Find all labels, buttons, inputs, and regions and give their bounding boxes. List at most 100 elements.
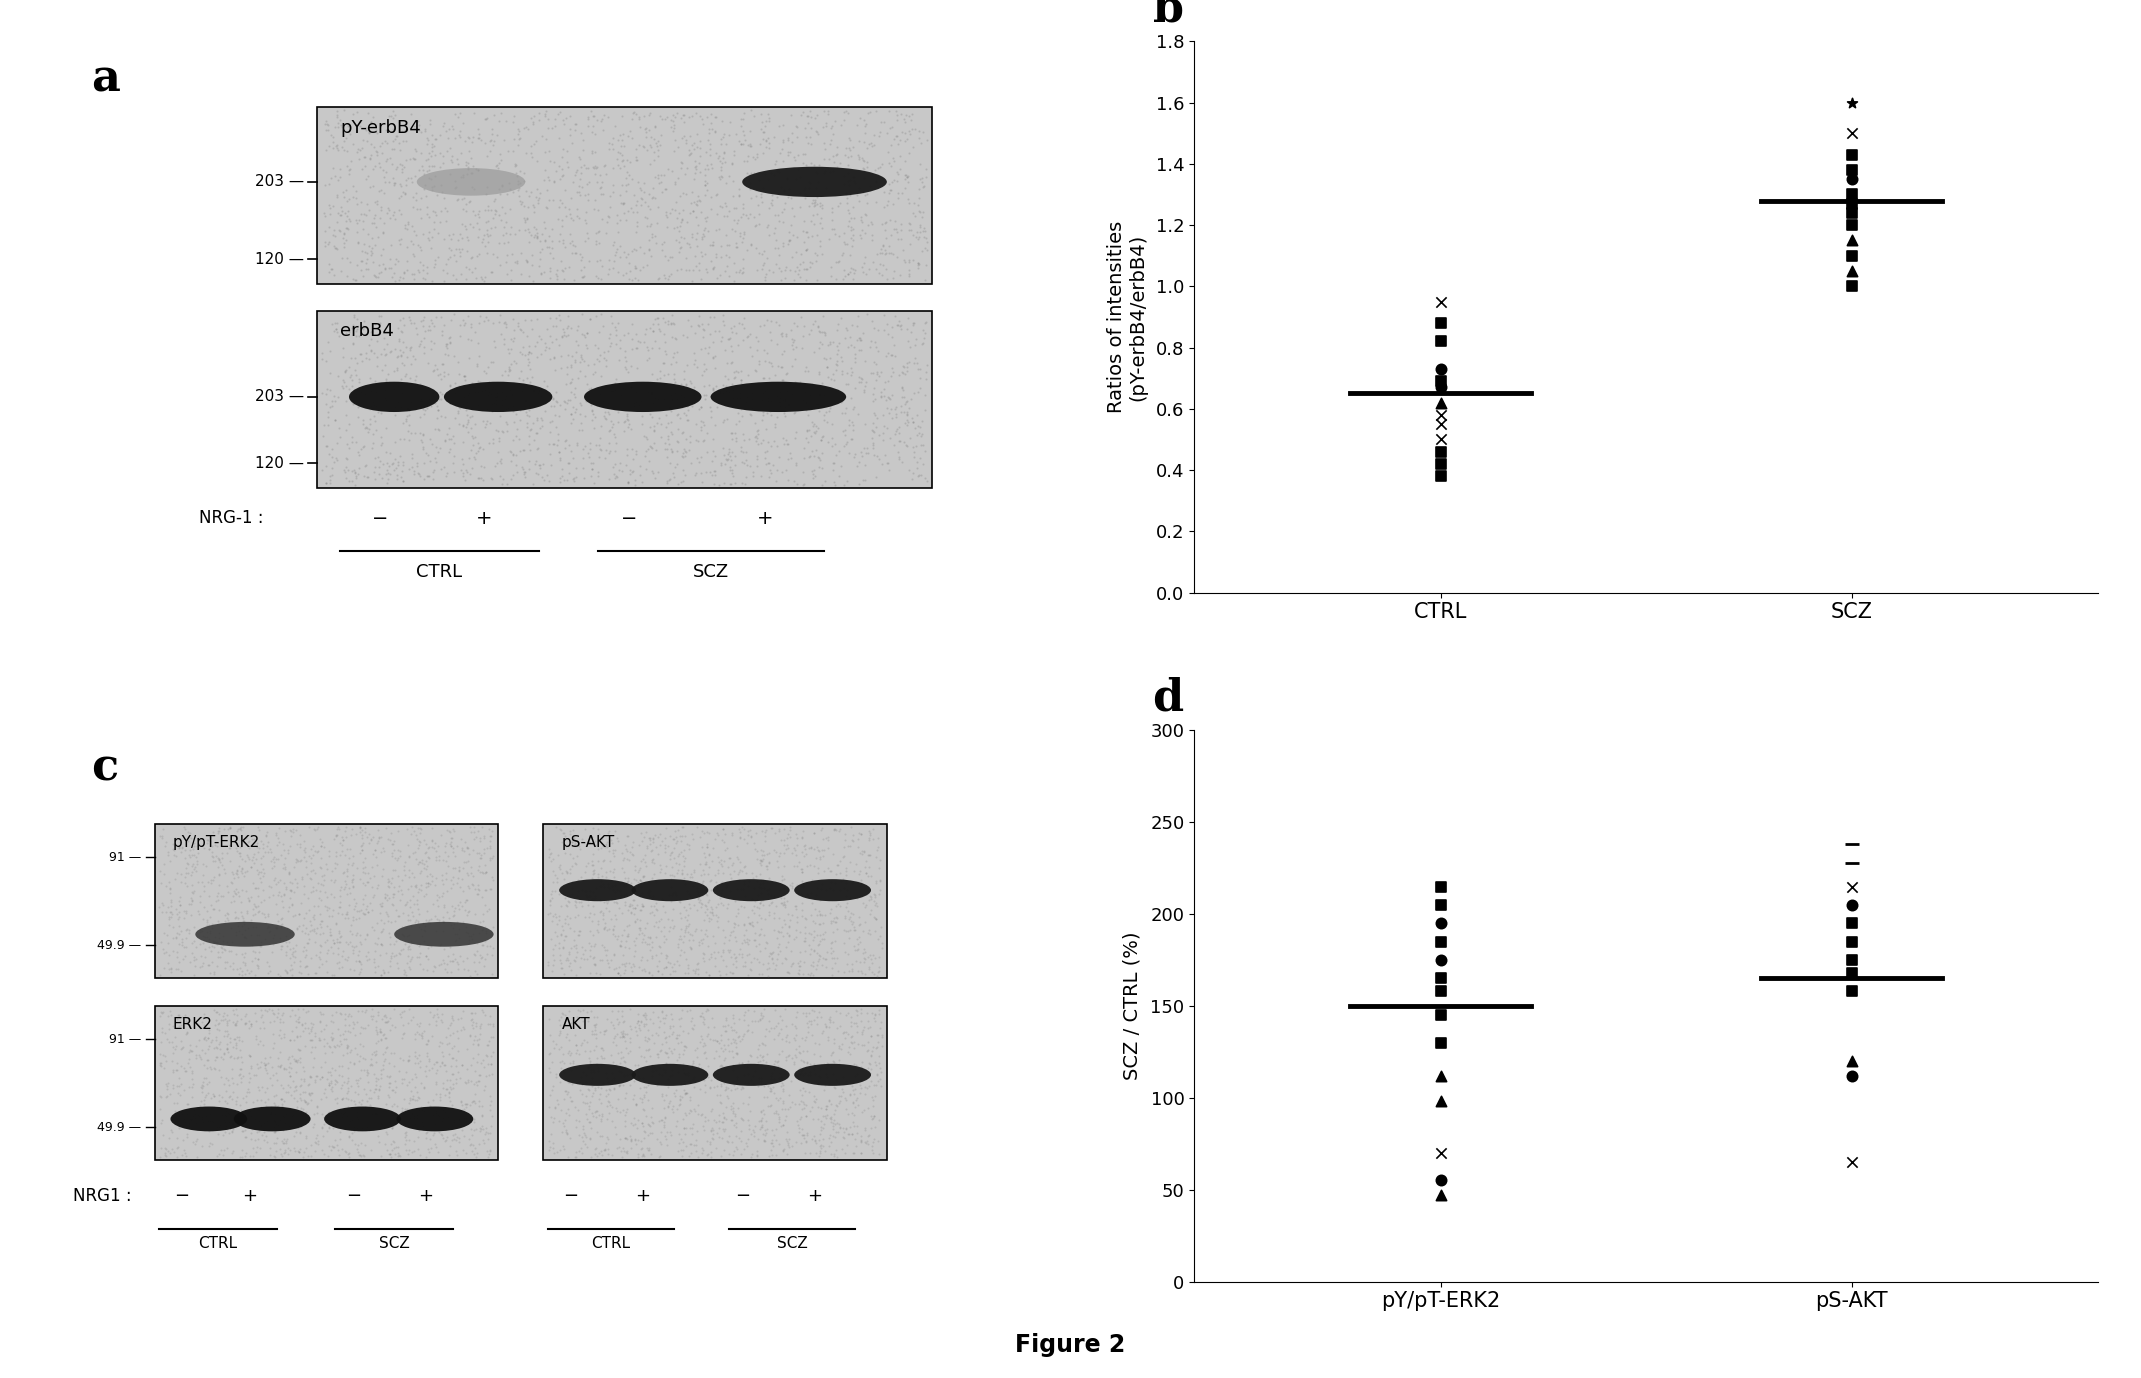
Point (653, 843, 687, 865)
Point (229, 827, 263, 849)
Point (792, 1064, 826, 1086)
Point (317, 165, 351, 187)
Point (709, 1038, 743, 1060)
Point (143, 1098, 178, 1120)
Point (831, 408, 865, 430)
Point (766, 1113, 801, 1135)
Point (268, 1090, 302, 1112)
Point (837, 1104, 871, 1126)
Point (212, 1073, 246, 1096)
Point (439, 127, 473, 149)
Point (310, 929, 345, 951)
Point (274, 944, 308, 966)
Point (231, 838, 265, 860)
Point (771, 1142, 805, 1164)
Point (516, 226, 550, 248)
Point (683, 138, 717, 160)
Point (689, 384, 724, 407)
Point (1835, 214, 1869, 236)
Point (465, 267, 499, 289)
Point (788, 1027, 822, 1049)
Point (672, 1086, 707, 1108)
Point (677, 353, 711, 375)
Point (844, 1050, 878, 1072)
Point (841, 836, 876, 858)
Point (407, 327, 441, 349)
Point (503, 172, 537, 194)
Point (775, 328, 809, 350)
Point (465, 227, 499, 249)
Point (278, 1140, 313, 1162)
Point (734, 234, 769, 256)
Point (338, 459, 373, 481)
Point (263, 1109, 298, 1131)
Point (450, 408, 484, 430)
Point (161, 1058, 195, 1080)
Point (781, 852, 816, 874)
Point (837, 1115, 871, 1137)
Point (552, 389, 587, 411)
Point (385, 460, 420, 482)
Point (225, 905, 259, 927)
Point (422, 364, 456, 386)
Point (218, 1036, 253, 1058)
Point (441, 153, 475, 175)
Point (1424, 413, 1458, 435)
Point (398, 1046, 432, 1068)
Point (437, 244, 471, 266)
Point (557, 467, 591, 489)
Point (859, 896, 893, 918)
Point (739, 360, 773, 382)
Point (704, 849, 739, 871)
Point (651, 207, 685, 229)
Point (161, 922, 195, 944)
Point (876, 171, 910, 193)
Point (321, 325, 355, 347)
Point (432, 832, 467, 854)
Point (456, 839, 490, 861)
Point (274, 824, 308, 846)
Point (644, 908, 679, 930)
Point (567, 1040, 602, 1062)
Point (424, 885, 458, 907)
Point (773, 141, 807, 163)
Point (632, 1027, 666, 1049)
Point (734, 827, 769, 849)
Point (743, 925, 777, 947)
Point (368, 258, 403, 280)
Point (400, 933, 435, 955)
Point (263, 916, 298, 938)
Point (777, 929, 811, 951)
Point (366, 360, 400, 382)
Point (193, 914, 227, 936)
Point (751, 390, 786, 412)
Point (201, 1003, 236, 1025)
Point (396, 865, 430, 887)
Point (867, 234, 901, 256)
Point (775, 1135, 809, 1158)
Point (317, 963, 351, 985)
Point (405, 860, 439, 882)
Point (238, 941, 272, 963)
Point (826, 919, 861, 941)
Point (253, 922, 287, 944)
Point (199, 1145, 233, 1167)
Point (766, 433, 801, 455)
Point (880, 227, 914, 249)
Point (576, 156, 610, 178)
Point (786, 861, 820, 883)
Point (572, 389, 606, 411)
Point (604, 965, 638, 987)
Point (390, 963, 424, 985)
Point (298, 932, 332, 954)
Point (574, 438, 608, 460)
Point (398, 875, 432, 897)
Point (533, 1024, 567, 1046)
Point (441, 1127, 475, 1149)
Point (657, 172, 692, 194)
Point (702, 960, 737, 983)
Ellipse shape (632, 1064, 709, 1086)
Point (533, 1084, 567, 1107)
Point (788, 1124, 822, 1146)
Point (756, 1076, 790, 1098)
